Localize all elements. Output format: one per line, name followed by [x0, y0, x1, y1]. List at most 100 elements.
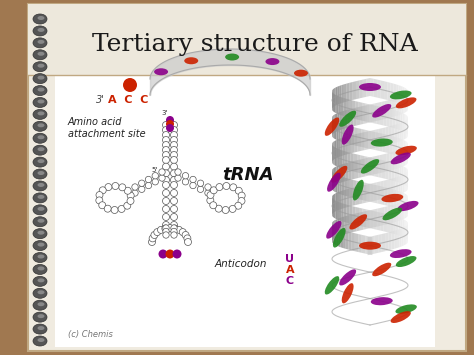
Polygon shape: [351, 126, 355, 145]
Polygon shape: [350, 179, 353, 198]
Circle shape: [127, 192, 134, 199]
Circle shape: [112, 182, 119, 190]
Polygon shape: [401, 228, 403, 246]
Polygon shape: [350, 214, 353, 233]
Polygon shape: [357, 106, 360, 125]
Polygon shape: [337, 165, 338, 184]
Polygon shape: [388, 188, 391, 207]
Polygon shape: [344, 204, 346, 223]
Polygon shape: [336, 201, 337, 219]
Ellipse shape: [37, 278, 45, 282]
Circle shape: [163, 190, 170, 197]
Polygon shape: [397, 97, 399, 116]
Circle shape: [235, 202, 242, 209]
Circle shape: [157, 226, 164, 233]
Polygon shape: [377, 185, 381, 204]
Polygon shape: [347, 109, 350, 128]
Polygon shape: [335, 121, 337, 140]
Polygon shape: [368, 131, 372, 149]
Polygon shape: [391, 99, 394, 118]
Polygon shape: [402, 113, 404, 132]
Polygon shape: [332, 172, 333, 191]
Ellipse shape: [33, 62, 47, 72]
Polygon shape: [401, 112, 402, 131]
Polygon shape: [363, 185, 366, 203]
Polygon shape: [335, 147, 336, 166]
Circle shape: [163, 163, 170, 170]
Polygon shape: [400, 138, 402, 157]
Ellipse shape: [33, 145, 47, 155]
Ellipse shape: [37, 76, 45, 80]
Polygon shape: [402, 139, 404, 158]
Polygon shape: [403, 227, 405, 246]
Circle shape: [105, 184, 112, 191]
Polygon shape: [400, 165, 401, 184]
Ellipse shape: [325, 118, 339, 136]
Ellipse shape: [383, 208, 402, 220]
Polygon shape: [407, 195, 408, 214]
Polygon shape: [360, 106, 364, 125]
Polygon shape: [407, 169, 408, 187]
Polygon shape: [390, 178, 393, 197]
Ellipse shape: [37, 183, 45, 187]
Polygon shape: [398, 138, 400, 157]
Polygon shape: [392, 231, 394, 250]
Ellipse shape: [37, 52, 45, 56]
Polygon shape: [400, 228, 401, 247]
Ellipse shape: [372, 263, 391, 276]
Polygon shape: [333, 115, 335, 133]
Circle shape: [132, 190, 138, 196]
Polygon shape: [359, 185, 363, 204]
Polygon shape: [337, 112, 340, 131]
Polygon shape: [391, 83, 393, 102]
Circle shape: [152, 179, 158, 185]
Polygon shape: [406, 168, 407, 187]
Polygon shape: [396, 217, 398, 235]
Polygon shape: [396, 190, 399, 209]
Polygon shape: [352, 161, 355, 180]
Polygon shape: [368, 236, 371, 255]
Ellipse shape: [339, 269, 356, 285]
Ellipse shape: [33, 193, 47, 203]
Polygon shape: [369, 236, 373, 255]
Polygon shape: [333, 119, 334, 138]
Polygon shape: [338, 149, 340, 168]
Circle shape: [210, 202, 217, 209]
Ellipse shape: [395, 146, 417, 155]
Polygon shape: [402, 174, 404, 193]
Circle shape: [171, 213, 177, 220]
Polygon shape: [375, 132, 379, 151]
Polygon shape: [343, 230, 346, 249]
Ellipse shape: [33, 229, 47, 239]
Polygon shape: [358, 128, 361, 147]
Polygon shape: [332, 198, 333, 217]
Polygon shape: [333, 225, 334, 244]
Ellipse shape: [33, 324, 47, 334]
Polygon shape: [405, 193, 406, 212]
Circle shape: [148, 239, 155, 246]
Polygon shape: [335, 140, 336, 159]
Polygon shape: [361, 132, 365, 151]
Polygon shape: [401, 165, 403, 184]
Polygon shape: [363, 211, 367, 230]
Polygon shape: [394, 204, 396, 223]
Circle shape: [152, 173, 158, 179]
Circle shape: [119, 184, 126, 191]
Ellipse shape: [37, 171, 45, 175]
Ellipse shape: [371, 138, 393, 147]
Polygon shape: [370, 209, 374, 228]
Polygon shape: [391, 204, 394, 223]
Polygon shape: [338, 228, 341, 247]
Polygon shape: [386, 135, 389, 153]
Circle shape: [171, 121, 177, 129]
Ellipse shape: [372, 104, 391, 118]
Polygon shape: [374, 208, 377, 227]
Ellipse shape: [33, 241, 47, 251]
Polygon shape: [401, 175, 402, 194]
Polygon shape: [366, 78, 370, 97]
Polygon shape: [360, 181, 363, 200]
Polygon shape: [407, 119, 408, 137]
Circle shape: [197, 186, 204, 192]
Polygon shape: [393, 83, 396, 102]
Polygon shape: [339, 176, 342, 195]
